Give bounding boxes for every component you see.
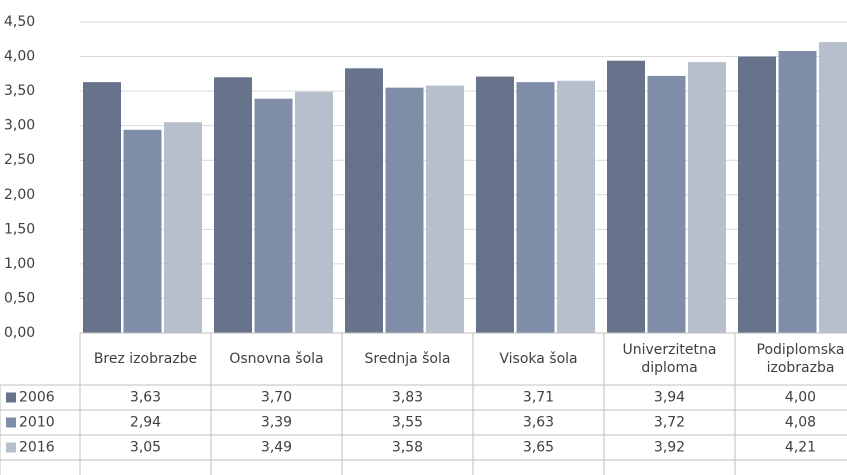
y-tick-label: 2,50 [4, 152, 35, 168]
y-tick-label: 4,00 [4, 49, 35, 65]
table-value: 3,49 [261, 440, 292, 456]
bar [607, 60, 645, 334]
table-value: 3,63 [130, 390, 161, 406]
x-tick-label: Osnovna šola [229, 351, 323, 367]
bar [385, 87, 424, 334]
table-value: 4,08 [785, 415, 816, 431]
table-value: 3,63 [523, 415, 554, 431]
bar [164, 122, 202, 333]
legend-swatch [6, 417, 16, 428]
bar [83, 82, 121, 333]
table-value: 3,65 [523, 440, 554, 456]
bar [688, 62, 726, 334]
bar [738, 56, 776, 334]
table-value: 4,21 [785, 440, 816, 456]
x-tick-label: Brez izobrazbe [94, 351, 197, 367]
table-value: 2,94 [130, 415, 161, 431]
table-value: 3,05 [130, 440, 161, 456]
table-value: 3,58 [392, 440, 423, 456]
bar [345, 68, 383, 333]
y-tick-label: 1,00 [4, 256, 35, 272]
bar [557, 80, 595, 333]
x-tick-label: Podiplomska izobrazba [757, 342, 845, 376]
y-tick-label: 2,00 [4, 187, 35, 203]
legend-label: 2016 [19, 440, 55, 456]
y-tick-label: 0,50 [4, 290, 35, 306]
table-value: 3,83 [392, 390, 423, 406]
bar [123, 129, 162, 333]
bar [214, 77, 252, 334]
y-tick-label: 3,50 [4, 83, 35, 99]
bar [819, 42, 847, 333]
y-tick-label: 4,50 [4, 14, 35, 30]
bar [476, 76, 514, 333]
y-tick-label: 1,50 [4, 221, 35, 237]
bar [295, 91, 333, 334]
legend-swatch [6, 442, 16, 453]
label-line: Podiplomska [757, 342, 845, 358]
label-line: diploma [641, 360, 697, 376]
y-tick-label: 3,00 [4, 118, 35, 134]
bar [426, 85, 464, 334]
table-value: 3,94 [654, 390, 685, 406]
table-value: 3,55 [392, 415, 423, 431]
x-tick-label: Visoka šola [499, 351, 577, 367]
bar [254, 98, 293, 333]
bar [778, 51, 817, 333]
table-value: 3,71 [523, 390, 554, 406]
legend-label: 2010 [19, 415, 55, 431]
table-value: 3,92 [654, 440, 685, 456]
table-value: 3,70 [261, 390, 292, 406]
table-value: 4,00 [785, 390, 816, 406]
label-line: izobrazba [767, 360, 835, 376]
legend-swatch [6, 392, 16, 403]
x-tick-label: Srednja šola [365, 351, 451, 367]
legend-label: 2006 [19, 390, 55, 406]
bar [516, 82, 555, 333]
bar [647, 75, 686, 333]
label-line: Univerzitetna [623, 342, 717, 358]
y-tick-label: 0,00 [4, 325, 35, 341]
table-value: 3,72 [654, 415, 685, 431]
table-value: 3,39 [261, 415, 292, 431]
x-tick-label: Univerzitetna diploma [623, 342, 717, 376]
